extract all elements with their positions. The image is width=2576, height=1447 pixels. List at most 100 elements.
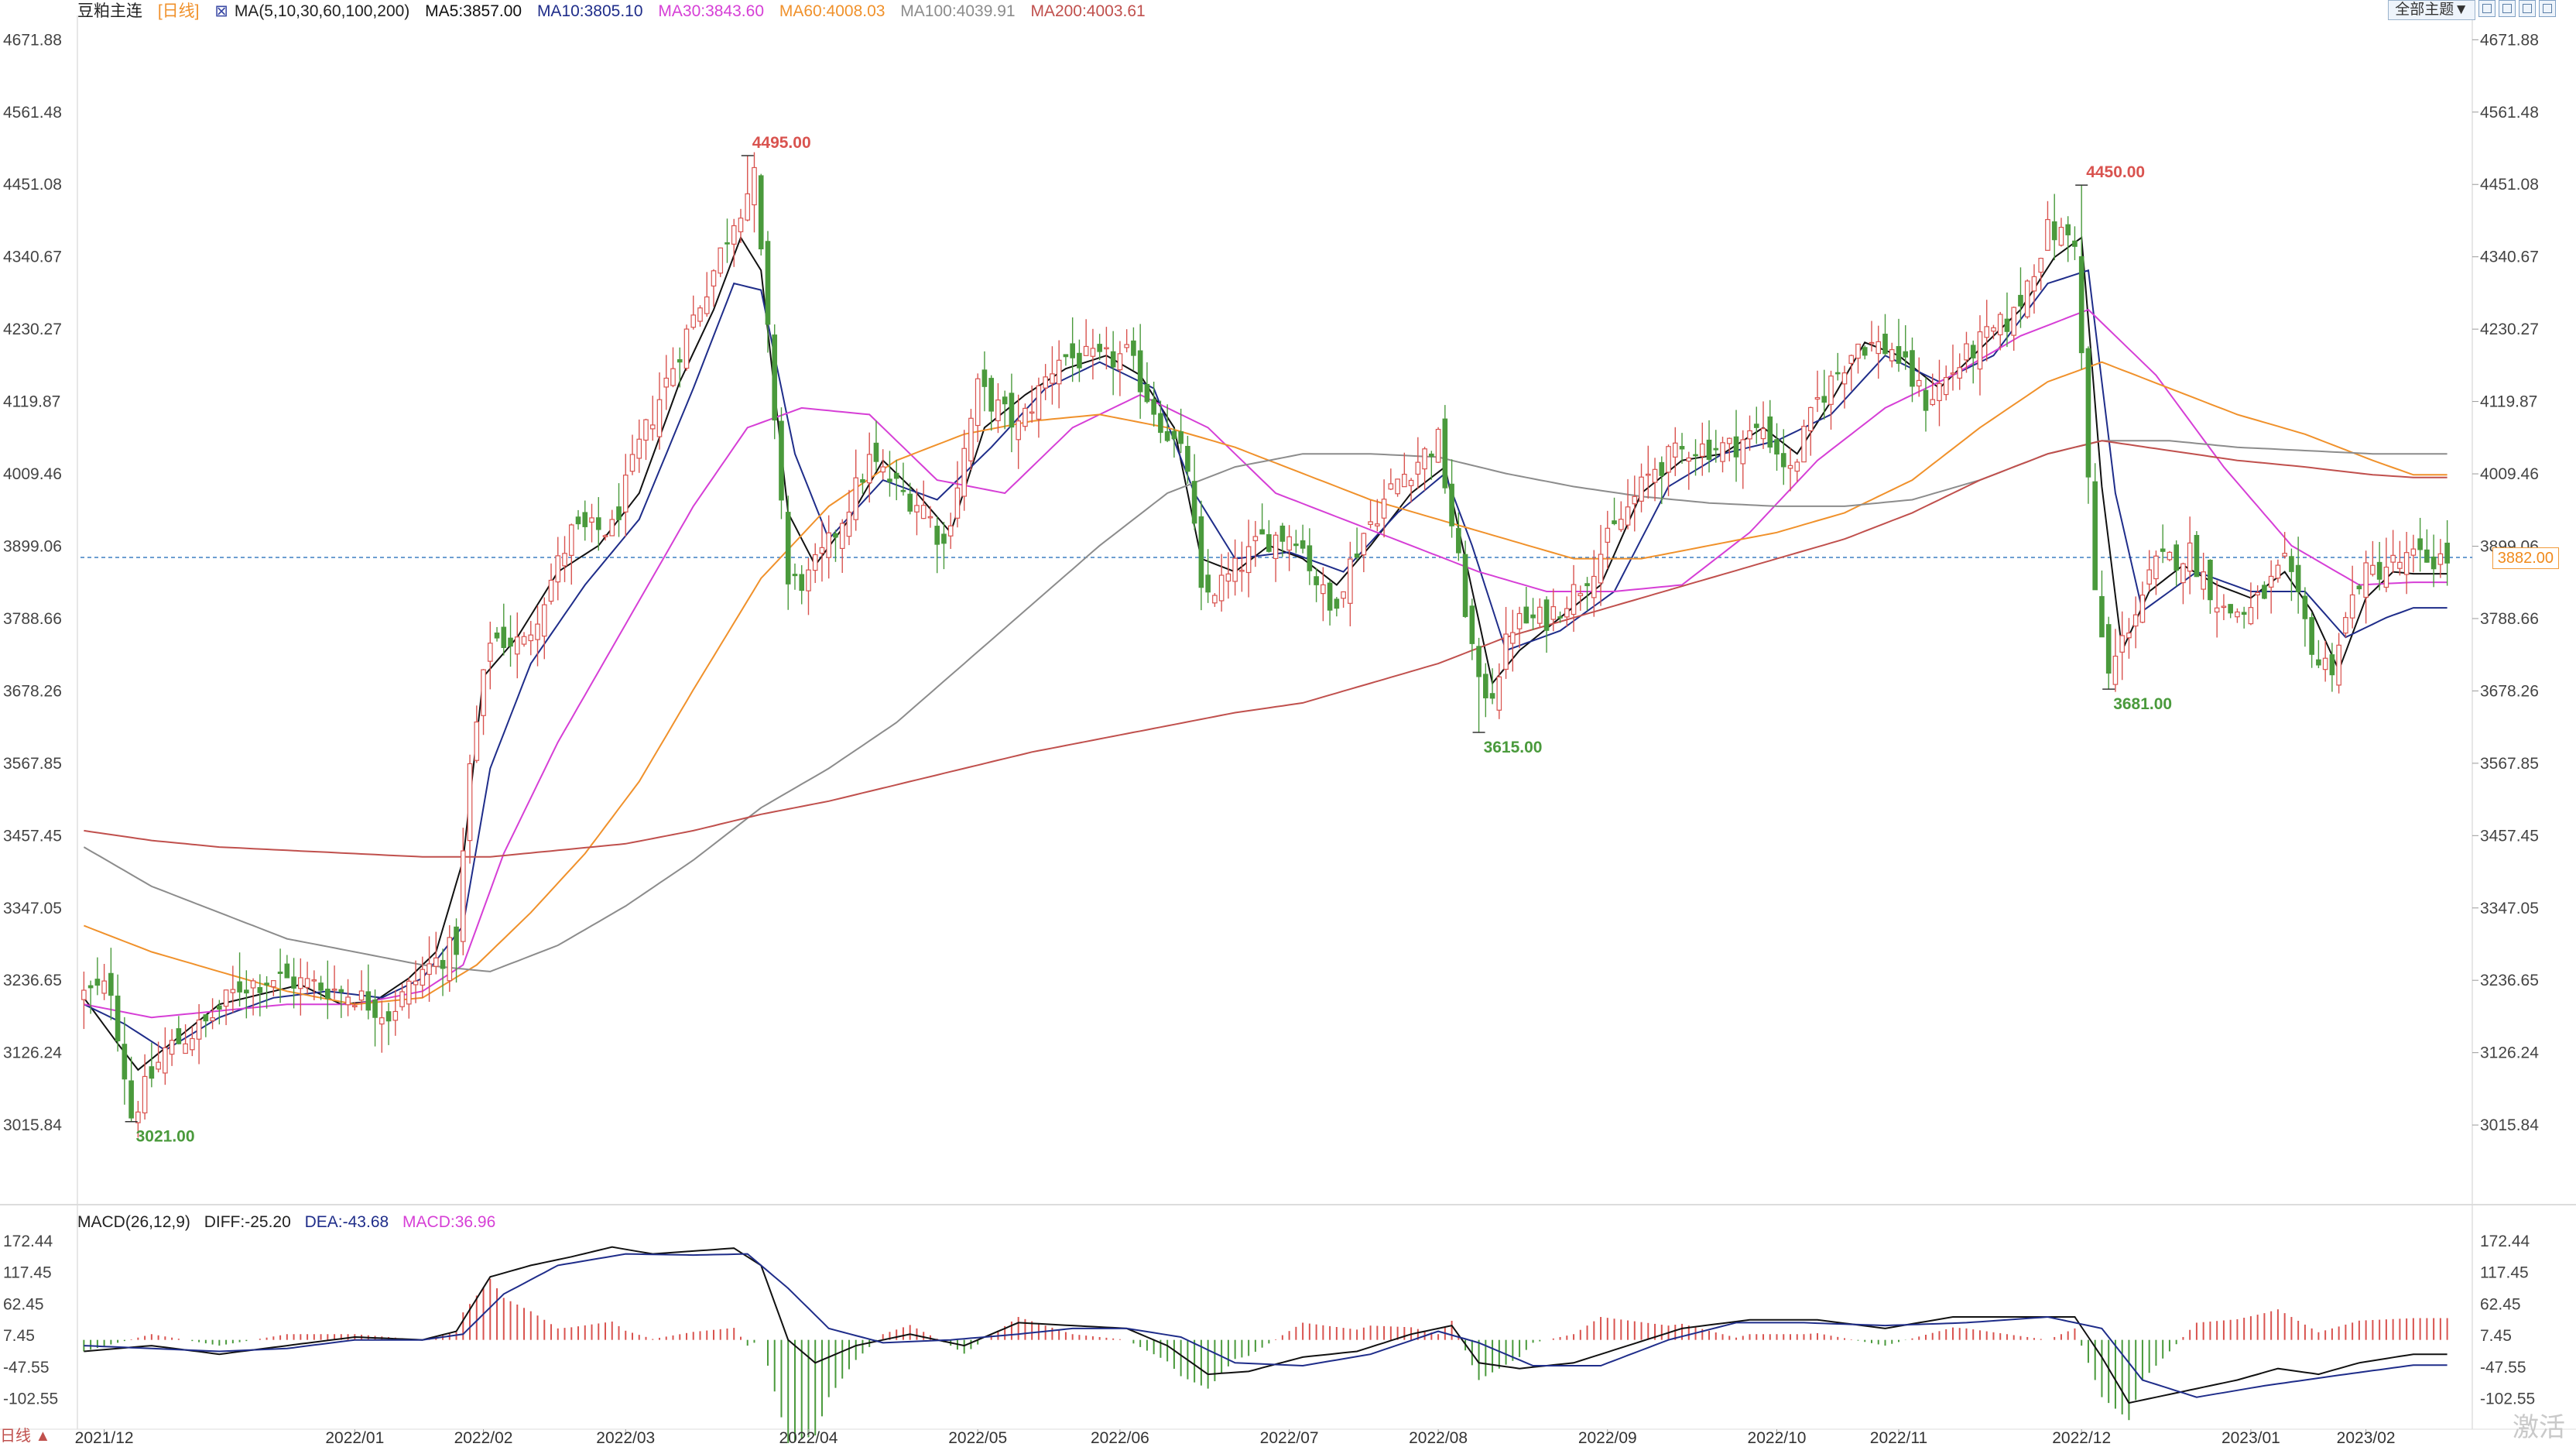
candle-body (595, 517, 601, 530)
candle-body (1415, 461, 1421, 475)
candle-body (1964, 343, 1969, 361)
candle-body (2051, 221, 2057, 241)
candle-body (812, 554, 818, 571)
candle-body (1571, 584, 1577, 615)
candle-body (1957, 367, 1963, 379)
candle-body (927, 516, 933, 519)
candle-body (758, 175, 764, 250)
candle-body (277, 971, 283, 974)
candle-body (2417, 538, 2423, 550)
candle-body (1449, 483, 1454, 526)
candle-body (454, 926, 459, 955)
candle-body (887, 478, 892, 482)
layout-panel-icon[interactable] (2519, 0, 2536, 17)
candle-body (1266, 533, 1272, 552)
theme-dropdown-button[interactable]: 全部主题▼ (2388, 0, 2475, 20)
candle-body (1462, 554, 1468, 617)
candle-body (1050, 373, 1055, 384)
candle-body (616, 506, 622, 520)
candle-body (1090, 348, 1096, 357)
y-tick-left-label: 3678.26 (3, 682, 62, 700)
candle-body (1807, 406, 1814, 431)
candle-body (365, 991, 372, 1011)
candle-body (670, 368, 676, 386)
x-tick-label: 2022/10 (1748, 1429, 1807, 1447)
macd-hist-value: MACD:36.96 (402, 1213, 496, 1231)
candle-body (2208, 559, 2213, 601)
candle-body (1104, 347, 1109, 350)
ma10-line (83, 269, 2448, 1051)
candle-body (1029, 411, 1035, 414)
candle-body (1408, 479, 1414, 486)
candle-body (893, 472, 899, 479)
candle-body (250, 980, 256, 989)
layout-split-icon[interactable] (2499, 0, 2516, 17)
candle-body (1605, 527, 1611, 543)
candle-body (1307, 545, 1313, 571)
candle-body (663, 377, 670, 388)
candle-body (1171, 430, 1177, 440)
candle-body (1896, 346, 1902, 364)
candle-body (1476, 646, 1482, 677)
candle-body (135, 1111, 141, 1123)
candle-body (643, 419, 649, 441)
candle-body (1699, 443, 1705, 458)
candle-body (779, 420, 784, 501)
activation-watermark: 激活 (2513, 1413, 2565, 1442)
candle-body (474, 721, 480, 761)
layout-single-icon[interactable] (2539, 0, 2556, 17)
candle-body (1124, 344, 1129, 348)
candle-body (1314, 576, 1319, 585)
macd-y-tick-left-label: -102.55 (3, 1390, 58, 1408)
candle-body (1348, 558, 1353, 604)
candle-body (1753, 423, 1759, 428)
y-tick-left-label: 4561.48 (3, 104, 62, 122)
candle-body (1300, 540, 1306, 549)
candle-body (1442, 418, 1448, 489)
candle-body (1632, 495, 1638, 505)
period-label[interactable]: [日线] (157, 2, 200, 20)
candle-body (1977, 331, 1983, 370)
layout-grid-icon[interactable] (2478, 0, 2496, 17)
candle-body (338, 989, 344, 993)
ma-params-label: MA(5,10,30,60,100,200) (234, 2, 410, 20)
candle-body (954, 487, 961, 519)
candle-body (291, 976, 296, 989)
y-tick-right-label: 3788.66 (2480, 610, 2539, 628)
candle-body (1117, 353, 1123, 371)
candle-body (1584, 583, 1590, 587)
ma200-line (84, 440, 2448, 858)
candle-body (1036, 385, 1042, 420)
y-tick-right-label: 4451.08 (2480, 176, 2539, 194)
candle-body (372, 1000, 378, 1018)
candle-body (981, 369, 988, 387)
y-tick-right-label: 3678.26 (2480, 682, 2539, 700)
candle-body (724, 242, 730, 245)
candle-body (1733, 436, 1739, 458)
candle-body (2018, 294, 2023, 307)
candle-body (352, 1005, 358, 1008)
y-tick-left-label: 3347.05 (3, 900, 62, 917)
candle-body (2126, 633, 2132, 639)
candle-body (2336, 644, 2341, 686)
candle-body (514, 636, 520, 655)
candle-body (101, 980, 107, 994)
candle-body (1625, 506, 1631, 526)
candle-body (961, 447, 968, 497)
candle-body (1456, 528, 1461, 554)
candle-body (704, 296, 710, 314)
candle-body (1395, 478, 1400, 495)
period-corner-label[interactable]: 日线 ▲ (0, 1428, 51, 1445)
candle-body (1543, 599, 1550, 631)
candle-body (156, 1061, 161, 1070)
candle-body (1002, 396, 1008, 405)
candle-body (501, 626, 507, 648)
candle-body (995, 399, 1001, 422)
ma-settings-icon[interactable]: ⊠ (214, 2, 228, 20)
candle-body (94, 979, 101, 986)
candle-body (677, 358, 683, 363)
candle-body (697, 307, 703, 322)
candle-body (1747, 430, 1752, 440)
candle-body (244, 989, 249, 994)
